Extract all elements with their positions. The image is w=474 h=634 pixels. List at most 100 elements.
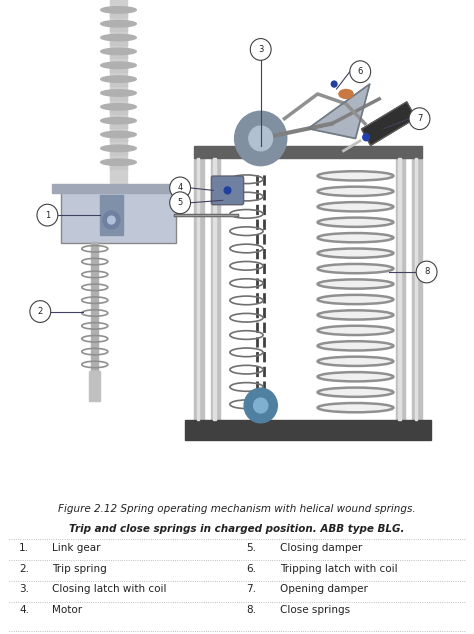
Text: Tripping latch with coil: Tripping latch with coil <box>280 564 397 574</box>
Ellipse shape <box>318 372 393 382</box>
Ellipse shape <box>100 131 137 138</box>
Ellipse shape <box>318 387 393 397</box>
Text: 5.: 5. <box>246 543 256 553</box>
Bar <box>110 23 127 30</box>
Bar <box>412 158 422 420</box>
Bar <box>110 120 127 127</box>
Ellipse shape <box>318 403 393 412</box>
Text: Figure 2.12 Spring operating mechanism with helical wound springs.: Figure 2.12 Spring operating mechanism w… <box>58 503 416 514</box>
Bar <box>52 184 185 193</box>
Text: Trip and close springs in charged position. ABB type BLG.: Trip and close springs in charged positi… <box>69 524 405 534</box>
Text: 6: 6 <box>357 67 363 76</box>
Bar <box>398 158 401 420</box>
Ellipse shape <box>318 295 393 304</box>
Bar <box>110 51 127 58</box>
Bar <box>110 0 127 198</box>
Circle shape <box>409 108 430 129</box>
Bar <box>89 371 100 401</box>
Text: Motor: Motor <box>52 605 82 615</box>
Bar <box>110 93 127 100</box>
FancyBboxPatch shape <box>61 187 176 243</box>
Circle shape <box>235 111 287 165</box>
Bar <box>197 158 199 420</box>
Bar <box>110 162 127 169</box>
Ellipse shape <box>100 103 137 110</box>
Text: 8: 8 <box>424 268 429 276</box>
Circle shape <box>170 177 191 199</box>
Circle shape <box>37 204 58 226</box>
Text: 2: 2 <box>37 307 43 316</box>
Text: 4: 4 <box>177 183 183 192</box>
Ellipse shape <box>318 341 393 351</box>
Circle shape <box>331 81 337 87</box>
Ellipse shape <box>100 7 137 13</box>
Circle shape <box>250 39 271 60</box>
Ellipse shape <box>318 264 393 273</box>
Bar <box>211 158 220 420</box>
Ellipse shape <box>339 89 353 98</box>
Ellipse shape <box>318 357 393 366</box>
Bar <box>110 10 127 17</box>
Text: Link gear: Link gear <box>52 543 100 553</box>
Circle shape <box>350 61 371 82</box>
Circle shape <box>363 134 369 141</box>
Circle shape <box>249 126 273 151</box>
Ellipse shape <box>100 76 137 82</box>
Text: Closing damper: Closing damper <box>280 543 362 553</box>
Circle shape <box>416 261 437 283</box>
Circle shape <box>244 388 277 423</box>
Polygon shape <box>362 102 416 145</box>
Bar <box>110 79 127 86</box>
Ellipse shape <box>318 280 393 288</box>
Ellipse shape <box>100 117 137 124</box>
Bar <box>415 158 417 420</box>
Text: 3: 3 <box>258 45 264 54</box>
Text: 1.: 1. <box>19 543 29 553</box>
Text: 3.: 3. <box>19 585 29 594</box>
Ellipse shape <box>318 249 393 258</box>
Ellipse shape <box>100 90 137 96</box>
Ellipse shape <box>100 145 137 152</box>
Ellipse shape <box>318 202 393 211</box>
Circle shape <box>224 187 231 194</box>
Bar <box>110 107 127 113</box>
Text: Opening damper: Opening damper <box>280 585 367 594</box>
Bar <box>91 242 98 371</box>
Bar <box>194 158 204 420</box>
Bar <box>213 158 216 420</box>
Circle shape <box>170 192 191 214</box>
Text: 5: 5 <box>177 198 183 207</box>
Bar <box>110 148 127 155</box>
Ellipse shape <box>100 48 137 55</box>
Polygon shape <box>308 84 370 138</box>
Ellipse shape <box>100 34 137 41</box>
Text: 1: 1 <box>45 210 50 219</box>
Text: 6.: 6. <box>246 564 256 574</box>
Circle shape <box>108 216 115 224</box>
Bar <box>194 146 422 158</box>
Ellipse shape <box>100 62 137 68</box>
Text: 7: 7 <box>417 114 422 123</box>
Bar <box>110 134 127 141</box>
Ellipse shape <box>318 217 393 227</box>
Text: Closing latch with coil: Closing latch with coil <box>52 585 167 594</box>
Ellipse shape <box>100 20 137 27</box>
Text: 4.: 4. <box>19 605 29 615</box>
Bar <box>110 65 127 72</box>
Circle shape <box>254 398 268 413</box>
Circle shape <box>30 301 51 323</box>
Bar <box>396 158 405 420</box>
Bar <box>185 420 431 440</box>
Text: 2.: 2. <box>19 564 29 574</box>
Bar <box>100 195 123 235</box>
Ellipse shape <box>318 233 393 242</box>
Circle shape <box>103 211 120 229</box>
Bar <box>110 37 127 44</box>
Ellipse shape <box>318 186 393 196</box>
Ellipse shape <box>318 310 393 320</box>
Ellipse shape <box>100 159 137 165</box>
Ellipse shape <box>318 326 393 335</box>
FancyBboxPatch shape <box>211 176 244 205</box>
Text: 8.: 8. <box>246 605 256 615</box>
Text: 7.: 7. <box>246 585 256 594</box>
